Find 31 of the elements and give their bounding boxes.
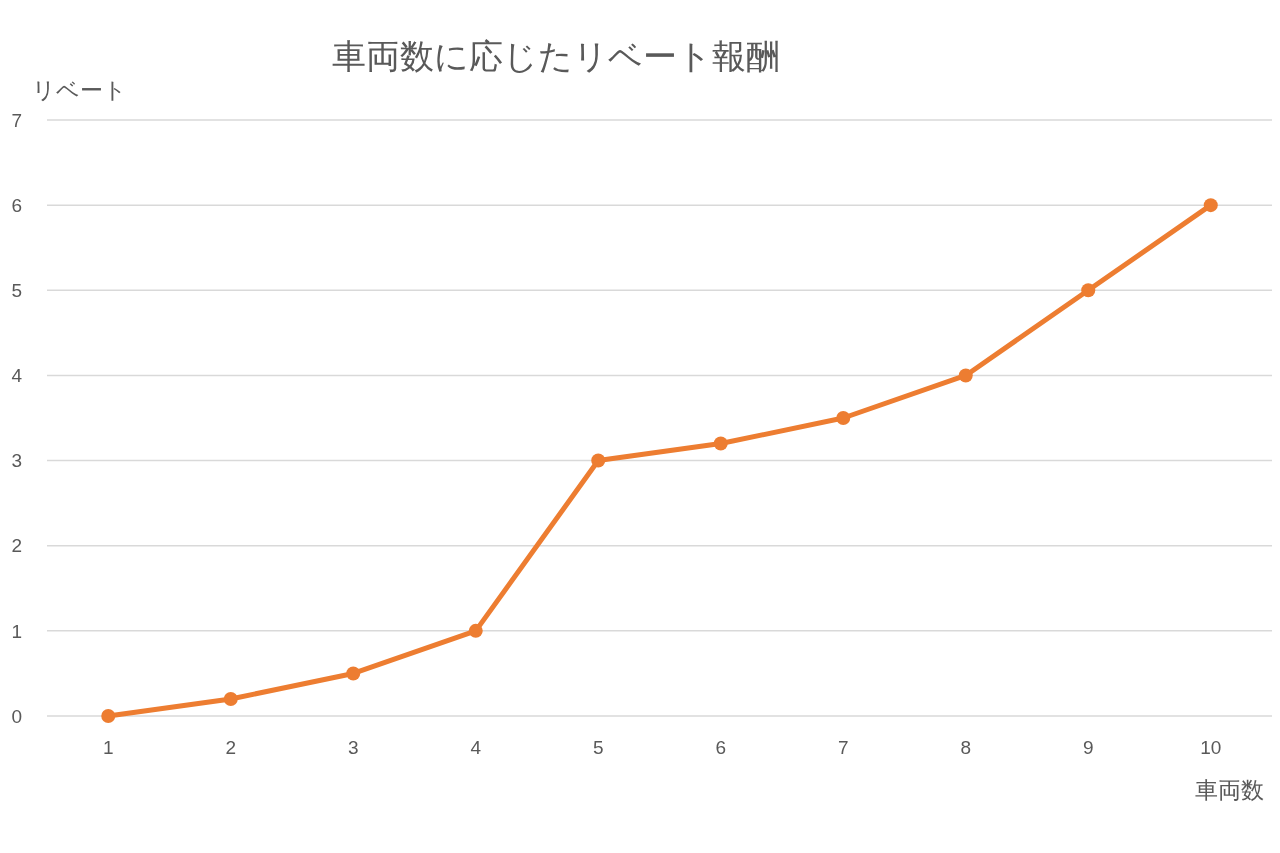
point [346, 666, 361, 681]
y-axis-title: リベート [32, 77, 127, 103]
x-tick-label: 4 [470, 737, 482, 758]
point [468, 623, 483, 638]
x-tick-label: 3 [347, 737, 359, 758]
y-tick-label: 5 [11, 279, 22, 301]
point [713, 436, 728, 451]
point [836, 411, 851, 425]
x-tick-label: 9 [1082, 737, 1094, 758]
x-tick-label: 7 [837, 737, 849, 758]
y-tick-label: 0 [11, 705, 22, 727]
x-tick-label: 10 [1200, 737, 1222, 758]
x-tick-label: 8 [960, 737, 972, 758]
y-tick-label: 4 [11, 365, 23, 387]
y-tick-label: 1 [11, 620, 22, 642]
chart-title: 車両数に応じたリベート報酬 [332, 37, 780, 75]
y-tick-label: 2 [11, 535, 22, 557]
x-tick-label: 1 [102, 737, 114, 758]
x-tick-label: 2 [225, 737, 237, 758]
point [591, 453, 606, 468]
y-tick-label: 6 [11, 194, 22, 216]
x-axis-title: 車両数 [1195, 777, 1264, 803]
x-tick-label: 6 [715, 737, 727, 758]
point [1081, 283, 1096, 298]
point [223, 691, 238, 706]
point [1203, 198, 1218, 213]
x-tick-label: 5 [592, 737, 604, 758]
point [958, 368, 973, 383]
point [101, 709, 116, 723]
y-tick-label: 3 [11, 450, 22, 472]
y-tick-label: 7 [11, 109, 22, 131]
